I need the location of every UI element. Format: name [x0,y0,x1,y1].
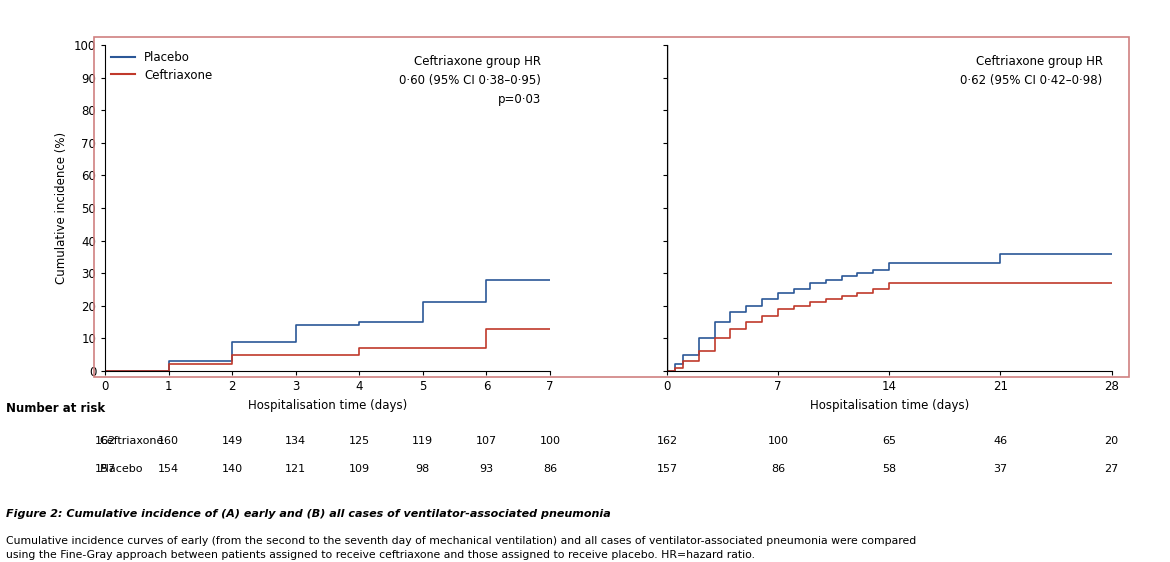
Text: 46: 46 [993,436,1007,446]
Text: 162: 162 [95,436,116,446]
Text: Cumulative incidence curves of early (from the second to the seventh day of mech: Cumulative incidence curves of early (fr… [6,536,916,560]
Text: 154: 154 [158,464,179,474]
Text: 162: 162 [656,436,677,446]
Text: 100: 100 [539,436,560,446]
Text: 93: 93 [480,464,494,474]
Text: Placebo: Placebo [99,464,143,474]
Text: 140: 140 [222,464,243,474]
Text: 27: 27 [1104,464,1119,474]
Text: 149: 149 [221,436,243,446]
Text: 157: 157 [95,464,116,474]
Y-axis label: Cumulative incidence (%): Cumulative incidence (%) [55,132,69,284]
Text: 98: 98 [415,464,431,474]
Text: 121: 121 [285,464,307,474]
Text: 125: 125 [349,436,370,446]
Text: 65: 65 [882,436,896,446]
Text: Ceftriaxone group HR
0·60 (95% CI 0·38–0·95)
p=0·03: Ceftriaxone group HR 0·60 (95% CI 0·38–0… [399,55,541,106]
Text: 86: 86 [543,464,557,474]
Text: 20: 20 [1104,436,1119,446]
Text: Ceftriaxone: Ceftriaxone [99,436,164,446]
Text: 58: 58 [882,464,896,474]
Text: Ceftriaxone group HR
0·62 (95% CI 0·42–0·98): Ceftriaxone group HR 0·62 (95% CI 0·42–0… [961,55,1102,87]
Text: Number at risk: Number at risk [6,402,105,415]
Text: 109: 109 [349,464,370,474]
Text: 160: 160 [158,436,179,446]
X-axis label: Hospitalisation time (days): Hospitalisation time (days) [248,398,407,411]
Legend: Placebo, Ceftriaxone: Placebo, Ceftriaxone [111,51,213,81]
Text: 107: 107 [476,436,497,446]
Text: 37: 37 [993,464,1007,474]
X-axis label: Hospitalisation time (days): Hospitalisation time (days) [810,398,969,411]
Text: 86: 86 [771,464,785,474]
Text: 100: 100 [768,436,789,446]
Text: 157: 157 [656,464,677,474]
Text: 134: 134 [285,436,307,446]
Text: 119: 119 [412,436,433,446]
Text: Figure 2: Cumulative incidence of (A) early and (B) all cases of ventilator-asso: Figure 2: Cumulative incidence of (A) ea… [6,509,611,519]
